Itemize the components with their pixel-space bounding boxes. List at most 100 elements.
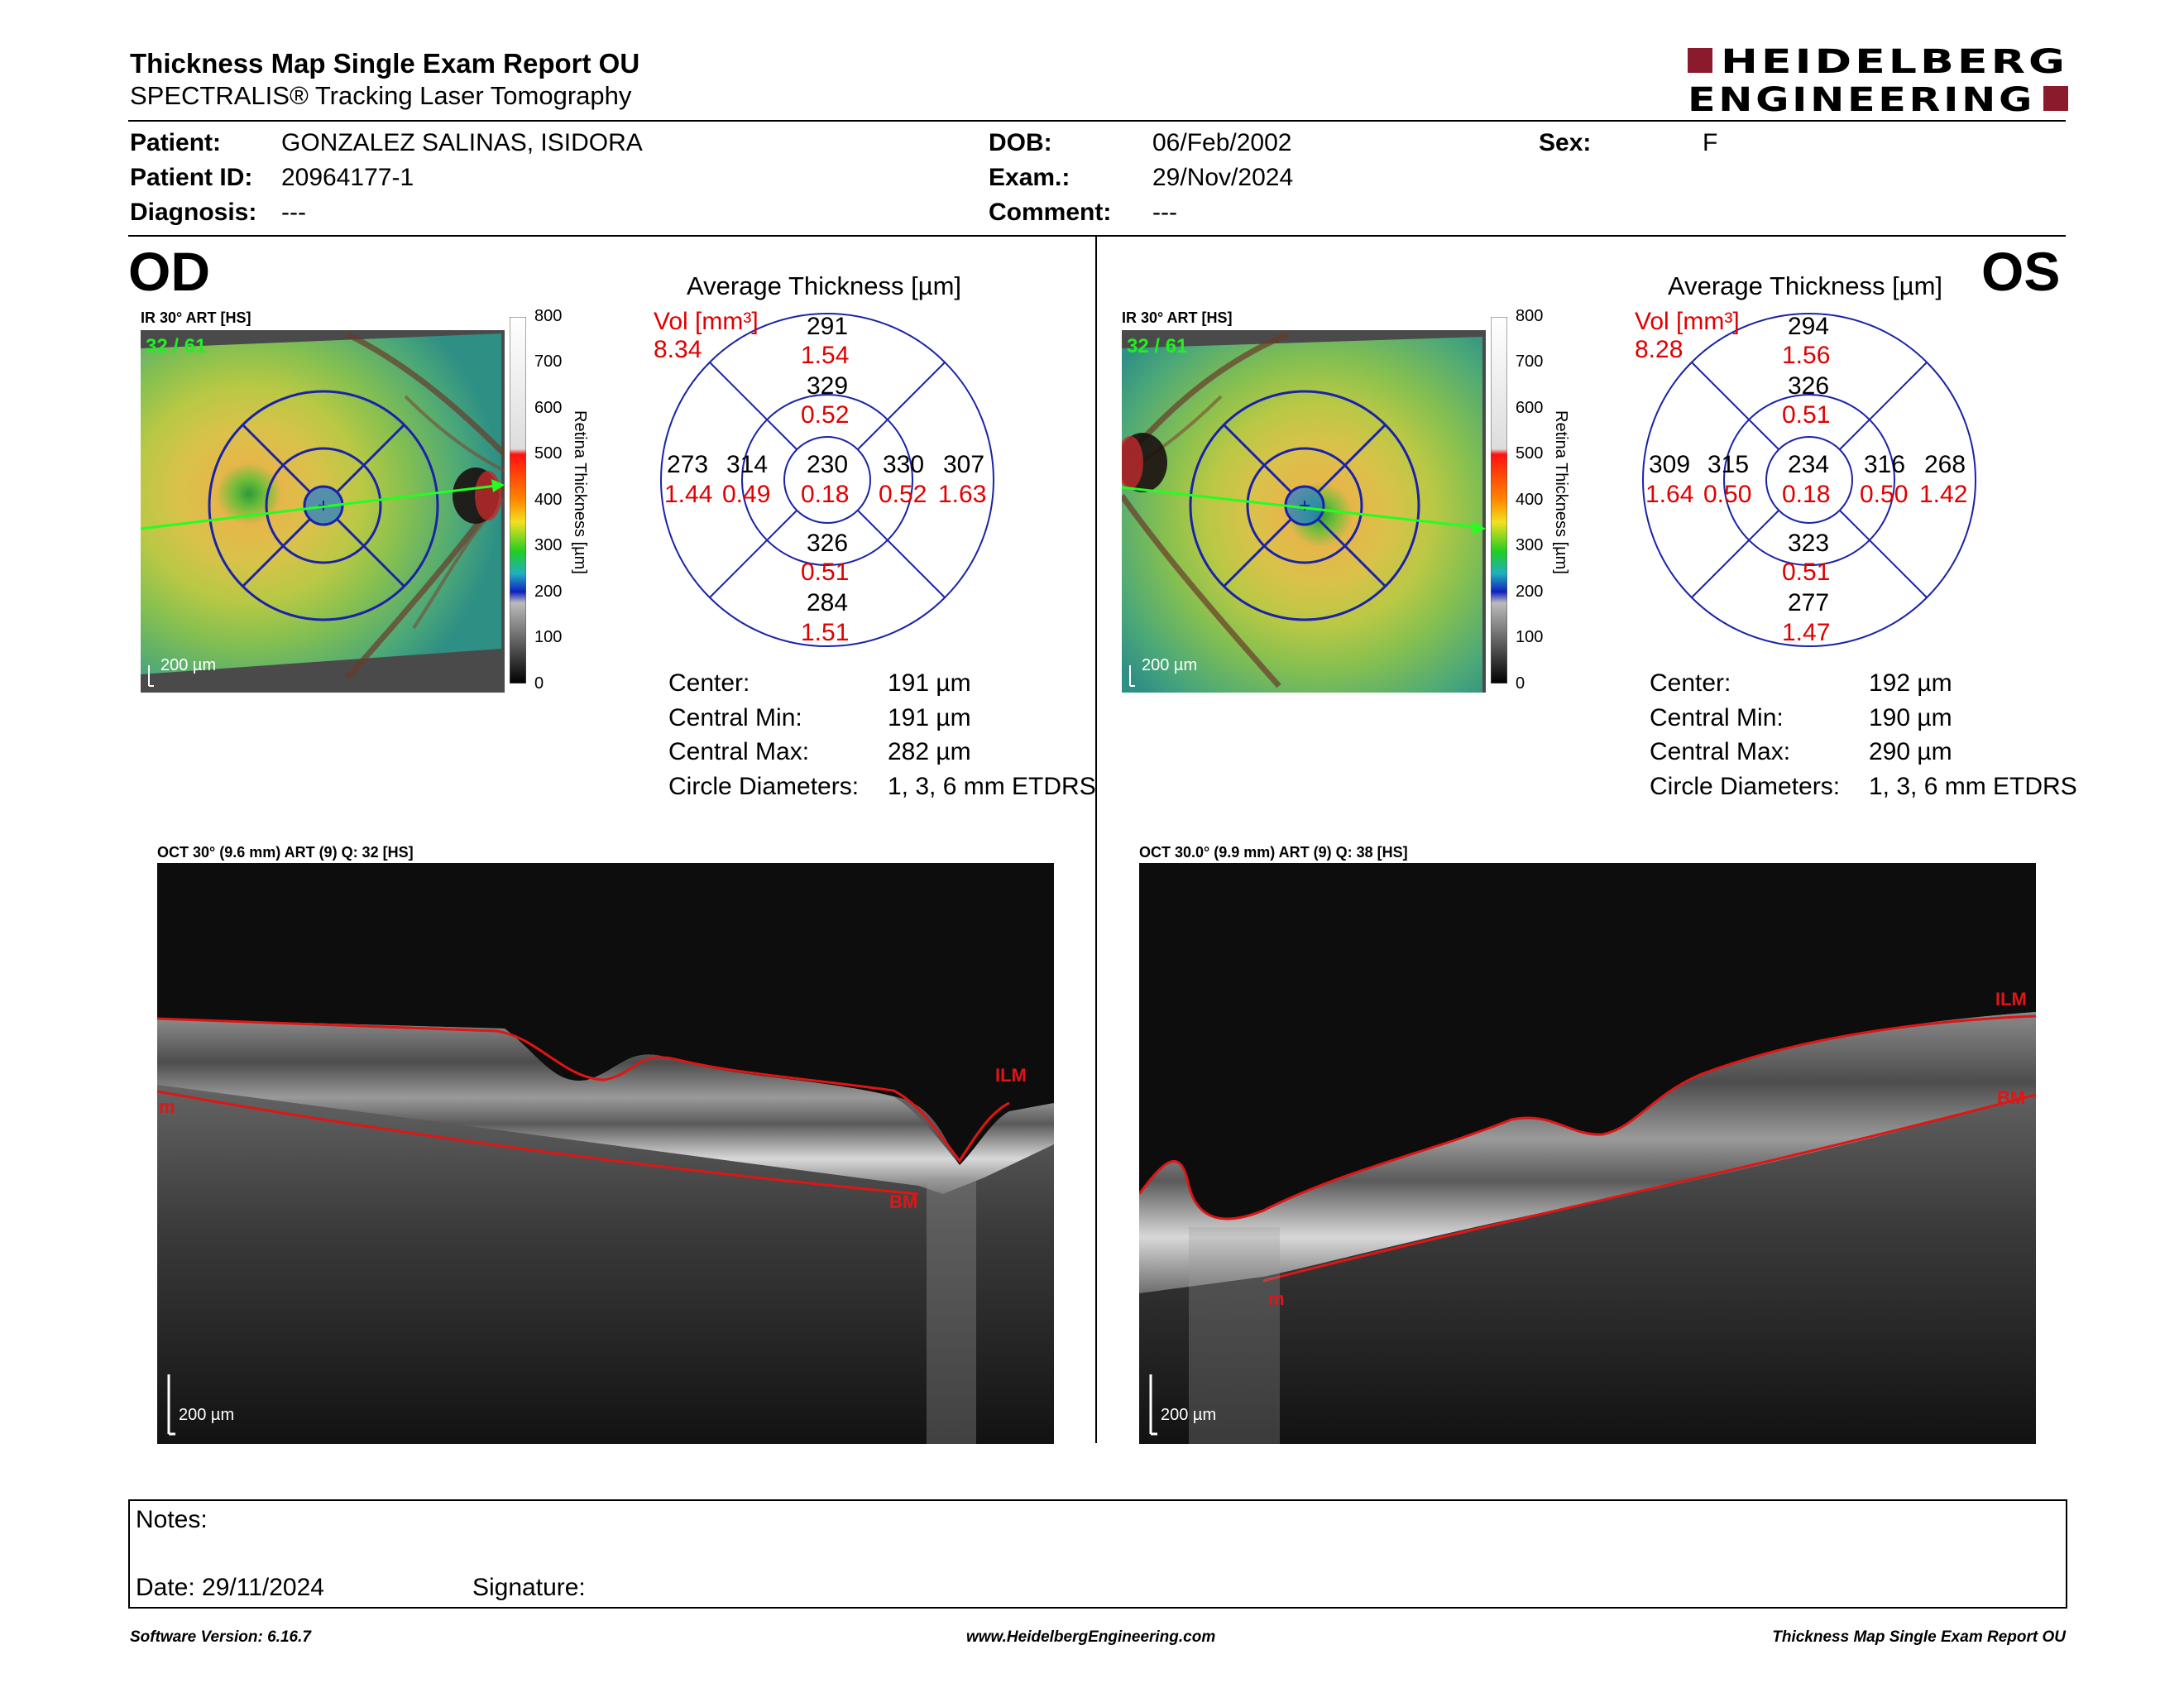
sector-inner-inf-vol: 0.51 bbox=[1782, 559, 1831, 586]
dob-value: 06/Feb/2002 bbox=[1152, 129, 1292, 156]
comment-value: --- bbox=[1152, 199, 1177, 226]
oct-bscan-os: ILM BM m 200 µm bbox=[1139, 863, 2036, 1444]
diagnosis-label: Diagnosis: bbox=[130, 199, 257, 226]
cb-tick: 600 bbox=[1516, 399, 1544, 417]
sector-inner-left-vol: 0.49 bbox=[722, 481, 771, 508]
notes-box: Notes: Date: 29/11/2024 Signature: bbox=[128, 1499, 2067, 1609]
sector-outer-sup-vol: 1.56 bbox=[1782, 342, 1831, 369]
sector-outer-inf: 284 bbox=[807, 589, 849, 616]
exam-value: 29/Nov/2024 bbox=[1152, 164, 1294, 191]
cb-tick: 500 bbox=[534, 444, 563, 463]
sector-center: 230 bbox=[807, 451, 849, 478]
fundus-image-od: 32 / 61 200 µm bbox=[141, 330, 505, 693]
fundus-image-os: 32 / 61 200 µm bbox=[1122, 330, 1486, 693]
stat-min-label-od: Central Min: bbox=[668, 704, 802, 731]
eye-label-os: OS bbox=[1981, 241, 2061, 302]
sector-outer-left: 273 bbox=[667, 451, 709, 478]
sector-inner-left: 314 bbox=[726, 451, 769, 478]
oct-label-od: OCT 30° (9.6 mm) ART (9) Q: 32 [HS] bbox=[157, 844, 414, 861]
cb-tick: 600 bbox=[534, 399, 563, 417]
stat-max-label-od: Central Max: bbox=[668, 738, 810, 765]
avg-thickness-title-os: Average Thickness [µm] bbox=[1668, 271, 1943, 300]
eye-label-od: OD bbox=[128, 241, 210, 302]
vol-value-os: 8.28 bbox=[1635, 336, 1684, 363]
notes-label: Notes: bbox=[136, 1506, 208, 1533]
sector-inner-inf: 326 bbox=[807, 530, 849, 557]
oct-scale-os: 200 µm bbox=[1161, 1406, 1217, 1424]
sector-inner-sup: 326 bbox=[1788, 372, 1830, 400]
cb-tick: 100 bbox=[1516, 628, 1544, 646]
cb-tick: 800 bbox=[534, 307, 563, 325]
patient-label: Patient: bbox=[130, 129, 222, 156]
cb-tick: 700 bbox=[534, 352, 563, 371]
stat-center-label-od: Center: bbox=[668, 669, 750, 697]
colorbar-od bbox=[509, 316, 527, 684]
sector-outer-sup: 291 bbox=[807, 313, 849, 340]
stat-diam-value-os: 1, 3, 6 mm ETDRS bbox=[1869, 773, 2077, 800]
cb-tick: 700 bbox=[1516, 352, 1544, 371]
cb-tick: 200 bbox=[1516, 583, 1544, 601]
software-version: Software Version: 6.16.7 bbox=[130, 1628, 311, 1646]
sector-outer-left: 309 bbox=[1649, 451, 1691, 478]
ilm-label-os: ILM bbox=[1995, 989, 2027, 1009]
vol-label-od: Vol [mm³] bbox=[654, 308, 759, 335]
etdrs-grid-od bbox=[658, 310, 997, 654]
sector-inner-right: 316 bbox=[1864, 451, 1906, 478]
etdrs-grid-os bbox=[1640, 310, 1979, 654]
sector-outer-right: 307 bbox=[943, 451, 985, 478]
sector-outer-inf-vol: 1.47 bbox=[1782, 619, 1831, 646]
stat-center-value-od: 191 µm bbox=[888, 669, 971, 697]
eye-divider bbox=[1095, 237, 1097, 1443]
date-label: Date: 29/11/2024 bbox=[136, 1574, 324, 1601]
stat-diam-label-os: Circle Diameters: bbox=[1650, 773, 1841, 800]
header-divider bbox=[128, 120, 2066, 122]
dob-label: DOB: bbox=[989, 129, 1052, 156]
comment-label: Comment: bbox=[989, 199, 1112, 226]
sector-outer-right: 268 bbox=[1924, 451, 1966, 478]
logo-text-bottom: ENGINEERING bbox=[1688, 81, 2035, 116]
cb-tick: 300 bbox=[1516, 536, 1544, 554]
stat-max-label-os: Central Max: bbox=[1650, 738, 1791, 765]
m-label-od: m bbox=[159, 1096, 175, 1117]
website-link[interactable]: www.HeidelbergEngineering.com bbox=[966, 1628, 1216, 1646]
scale-label-od: 200 µm bbox=[160, 656, 217, 674]
sector-inner-left-vol: 0.50 bbox=[1703, 481, 1752, 508]
sector-outer-sup-vol: 1.54 bbox=[801, 342, 850, 369]
cb-tick: 0 bbox=[534, 674, 544, 693]
cb-tick: 200 bbox=[534, 583, 563, 601]
sector-inner-sup: 329 bbox=[807, 372, 849, 400]
heidelberg-logo: HEIDELBERG ENGINEERING bbox=[1688, 43, 2071, 119]
cb-tick: 400 bbox=[1516, 491, 1544, 509]
diagnosis-value: --- bbox=[281, 199, 306, 226]
stat-center-value-os: 192 µm bbox=[1869, 669, 1952, 697]
avg-thickness-title-od: Average Thickness [µm] bbox=[687, 271, 962, 300]
colorbar-title-os: Retina Thickness [µm] bbox=[1552, 410, 1570, 574]
bm-label-od: BM bbox=[889, 1192, 918, 1212]
patient-divider bbox=[128, 235, 2066, 237]
sector-outer-right-vol: 1.42 bbox=[1919, 481, 1968, 508]
sector-inner-left: 315 bbox=[1707, 451, 1750, 478]
ilm-label-od: ILM bbox=[995, 1065, 1027, 1086]
ir-label-od: IR 30° ART [HS] bbox=[141, 309, 251, 326]
stat-center-label-os: Center: bbox=[1650, 669, 1731, 697]
sector-inner-sup-vol: 0.51 bbox=[1782, 401, 1831, 429]
exam-label: Exam.: bbox=[989, 164, 1070, 191]
bm-label-os: BM bbox=[1997, 1087, 2026, 1108]
patient-id-label: Patient ID: bbox=[130, 164, 253, 191]
sector-inner-right-vol: 0.52 bbox=[879, 481, 927, 508]
stat-min-value-od: 191 µm bbox=[888, 704, 971, 731]
sector-center-vol: 0.18 bbox=[801, 481, 850, 508]
sector-inner-right-vol: 0.50 bbox=[1860, 481, 1909, 508]
stat-diam-value-od: 1, 3, 6 mm ETDRS bbox=[888, 773, 1096, 800]
sector-inner-inf: 323 bbox=[1788, 530, 1830, 557]
frames-counter-os: 32 / 61 bbox=[1127, 335, 1188, 357]
cb-tick: 100 bbox=[534, 628, 563, 646]
patient-id: 20964177-1 bbox=[281, 164, 414, 191]
m-label-os: m bbox=[1268, 1288, 1285, 1309]
sector-center: 234 bbox=[1788, 451, 1830, 478]
cb-tick: 500 bbox=[1516, 444, 1544, 463]
sector-outer-sup: 294 bbox=[1788, 313, 1830, 340]
colorbar-title-od: Retina Thickness [µm] bbox=[571, 410, 589, 574]
vol-value-od: 8.34 bbox=[654, 336, 702, 363]
oct-label-os: OCT 30.0° (9.9 mm) ART (9) Q: 38 [HS] bbox=[1139, 844, 1408, 861]
